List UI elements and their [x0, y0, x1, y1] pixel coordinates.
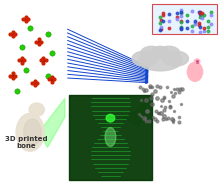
Polygon shape	[124, 94, 152, 127]
Ellipse shape	[152, 46, 169, 58]
Ellipse shape	[141, 46, 162, 60]
Ellipse shape	[105, 128, 116, 146]
FancyBboxPatch shape	[152, 4, 217, 34]
Ellipse shape	[24, 119, 41, 146]
Bar	[69, 94, 152, 180]
Ellipse shape	[29, 103, 44, 116]
Ellipse shape	[194, 59, 200, 64]
Ellipse shape	[162, 51, 189, 66]
Ellipse shape	[187, 62, 203, 81]
Ellipse shape	[158, 46, 180, 60]
Ellipse shape	[106, 114, 115, 122]
Ellipse shape	[16, 113, 44, 151]
Polygon shape	[39, 98, 65, 147]
Ellipse shape	[139, 50, 182, 71]
Ellipse shape	[132, 51, 158, 66]
Text: 3D printed
bone: 3D printed bone	[5, 136, 47, 149]
